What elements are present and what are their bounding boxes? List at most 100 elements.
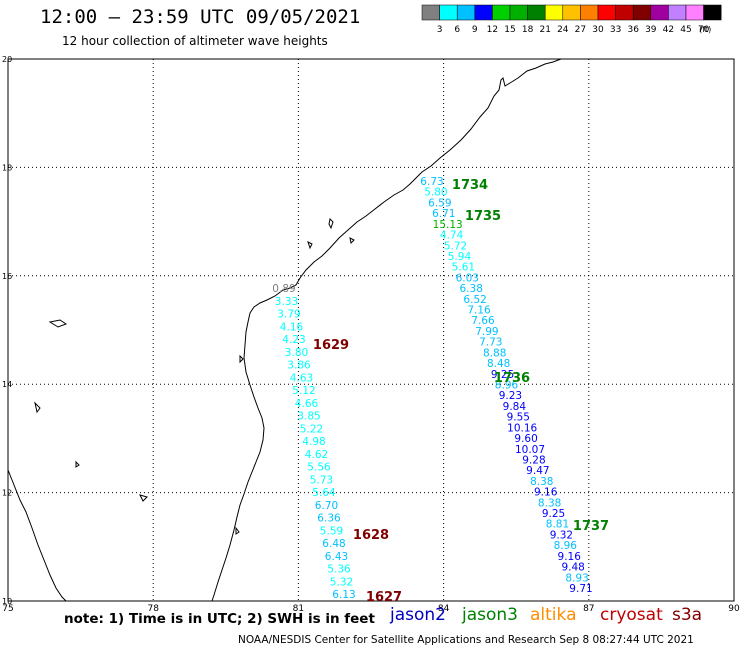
wave-height-value: 9.48	[561, 562, 584, 574]
wave-height-value: 9.84	[503, 401, 527, 413]
pass-time-label: 1735	[465, 209, 501, 224]
altimeter-tracks: 6.735.806.596.7115.134.745.725.945.616.0…	[272, 176, 592, 601]
legend-label: 42	[663, 25, 674, 35]
wave-height-value: 6.38	[460, 283, 483, 295]
legend-label: 24	[557, 25, 569, 35]
lat-tick-label: 10	[2, 597, 12, 606]
wave-height-value: 4.63	[290, 372, 313, 384]
wave-height-value: 8.96	[554, 540, 578, 552]
legend-swatch	[580, 4, 599, 21]
legend-swatch	[421, 4, 440, 21]
legend-swatch	[527, 4, 546, 21]
wave-height-value: 5.94	[448, 251, 472, 263]
wave-height-value: 9.47	[526, 465, 549, 477]
legend-swatch	[492, 4, 511, 21]
wave-height-value: 6.52	[463, 294, 486, 306]
satellite-name: jason3	[462, 605, 518, 625]
wave-height-value: 5.56	[307, 462, 331, 474]
wave-height-value: 9.55	[507, 412, 530, 424]
legend-swatch	[439, 4, 458, 21]
wave-height-value: 6.59	[428, 197, 451, 209]
legend-swatch	[597, 4, 616, 21]
wave-height-value: 6.73	[420, 176, 443, 188]
wave-height-value: 10.07	[515, 444, 545, 456]
credit-line: NOAA/NESDIS Center for Satellite Applica…	[238, 634, 694, 646]
wave-height-value: 8.81	[546, 519, 569, 531]
india-east-coast	[211, 58, 562, 602]
wave-height-value: 6.36	[317, 513, 341, 525]
legend-label: 36	[627, 25, 639, 35]
wave-height-value: 6.48	[322, 538, 345, 550]
wave-height-value: 7.66	[471, 315, 495, 327]
map-title: 12:00 – 23:59 UTC 09/05/2021	[40, 6, 361, 28]
wave-height-value: 3.85	[297, 411, 320, 423]
legend-swatch	[456, 4, 476, 21]
satellite-name: altika	[530, 605, 577, 625]
island-small-8	[239, 354, 244, 364]
pass-time-labels: 1734 1735 1736 1737 1629 1628 1627	[313, 178, 609, 605]
wave-height-value: 5.22	[300, 423, 323, 435]
wave-height-value: 8.96	[495, 380, 519, 392]
map-frame	[7, 58, 735, 602]
lon-tick-label: 84	[438, 604, 450, 614]
wave-height-value: 5.80	[424, 187, 447, 199]
wave-height-value: 5.61	[452, 262, 475, 274]
wave-height-value: 9.16	[534, 487, 558, 499]
island-small-2	[34, 401, 41, 414]
wave-height-value: 5.36	[327, 564, 351, 576]
wave-height-value: 8.38	[530, 476, 553, 488]
legend-unit: (ft)	[699, 25, 711, 34]
wave-height-value: 4.98	[302, 436, 325, 448]
wave-height-value: 6.71	[432, 208, 455, 220]
wave-height-value: 5.73	[310, 474, 333, 486]
legend-swatch	[668, 4, 687, 21]
wave-height-value: 3.80	[285, 347, 308, 359]
legend-label: 18	[522, 25, 534, 35]
lat-tick-label: 12	[2, 489, 12, 498]
coastline	[7, 58, 562, 602]
wave-height-value: 6.13	[332, 589, 355, 601]
wave-height-value: 9.16	[558, 551, 582, 563]
satellite-name: jason2	[390, 605, 446, 625]
wave-height-value: 9.28	[522, 454, 545, 466]
satellite-name: s3a	[672, 605, 703, 625]
wave-height-value: 5.64	[312, 487, 336, 499]
lat-tick-label: 20	[2, 55, 12, 64]
wave-height-value: 6.43	[325, 551, 348, 563]
godavari-delta	[328, 217, 334, 230]
lat-tick-label: 14	[2, 380, 12, 389]
lon-tick-label: 87	[583, 604, 594, 614]
wave-height-value: 9.25	[491, 369, 514, 381]
wave-height-value: 6.03	[456, 272, 479, 284]
map-subtitle: 12 hour collection of altimeter wave hei…	[62, 34, 328, 48]
wave-height-value: 8.88	[483, 347, 506, 359]
legend-swatch	[474, 4, 493, 21]
wave-height-value: 4.62	[305, 449, 328, 461]
sri-lanka-west-coast	[7, 469, 67, 602]
wave-height-value: 4.23	[282, 334, 305, 346]
island-small-1	[48, 319, 68, 328]
wave-height-value: 9.60	[514, 433, 537, 445]
pass-time-label: 1629	[313, 338, 349, 353]
legend-label: 70	[698, 25, 710, 35]
wave-height-value: 3.79	[277, 309, 300, 321]
legend-swatch	[615, 4, 634, 21]
legend-swatch	[685, 4, 704, 21]
wave-height-value: 10.16	[507, 422, 537, 434]
wave-height-value: 5.72	[444, 240, 467, 252]
legend-label: 39	[645, 25, 657, 35]
legend-label: 21	[539, 25, 550, 35]
wave-height-value: 3.86	[287, 360, 311, 372]
lon-tick-label: 78	[147, 604, 159, 614]
legend-label: 30	[592, 25, 604, 35]
wave-height-value: 4.74	[440, 230, 464, 242]
legend-label: 9	[472, 25, 478, 35]
legend-swatch	[650, 4, 669, 21]
legend-label: 27	[575, 25, 586, 35]
wave-height-value: 7.16	[467, 305, 491, 317]
satellite-name: cryosat	[600, 605, 663, 625]
wave-height-value: 9.25	[542, 508, 565, 520]
wave-height-value: 5.59	[320, 525, 343, 537]
lon-tick-label: 81	[293, 604, 304, 614]
